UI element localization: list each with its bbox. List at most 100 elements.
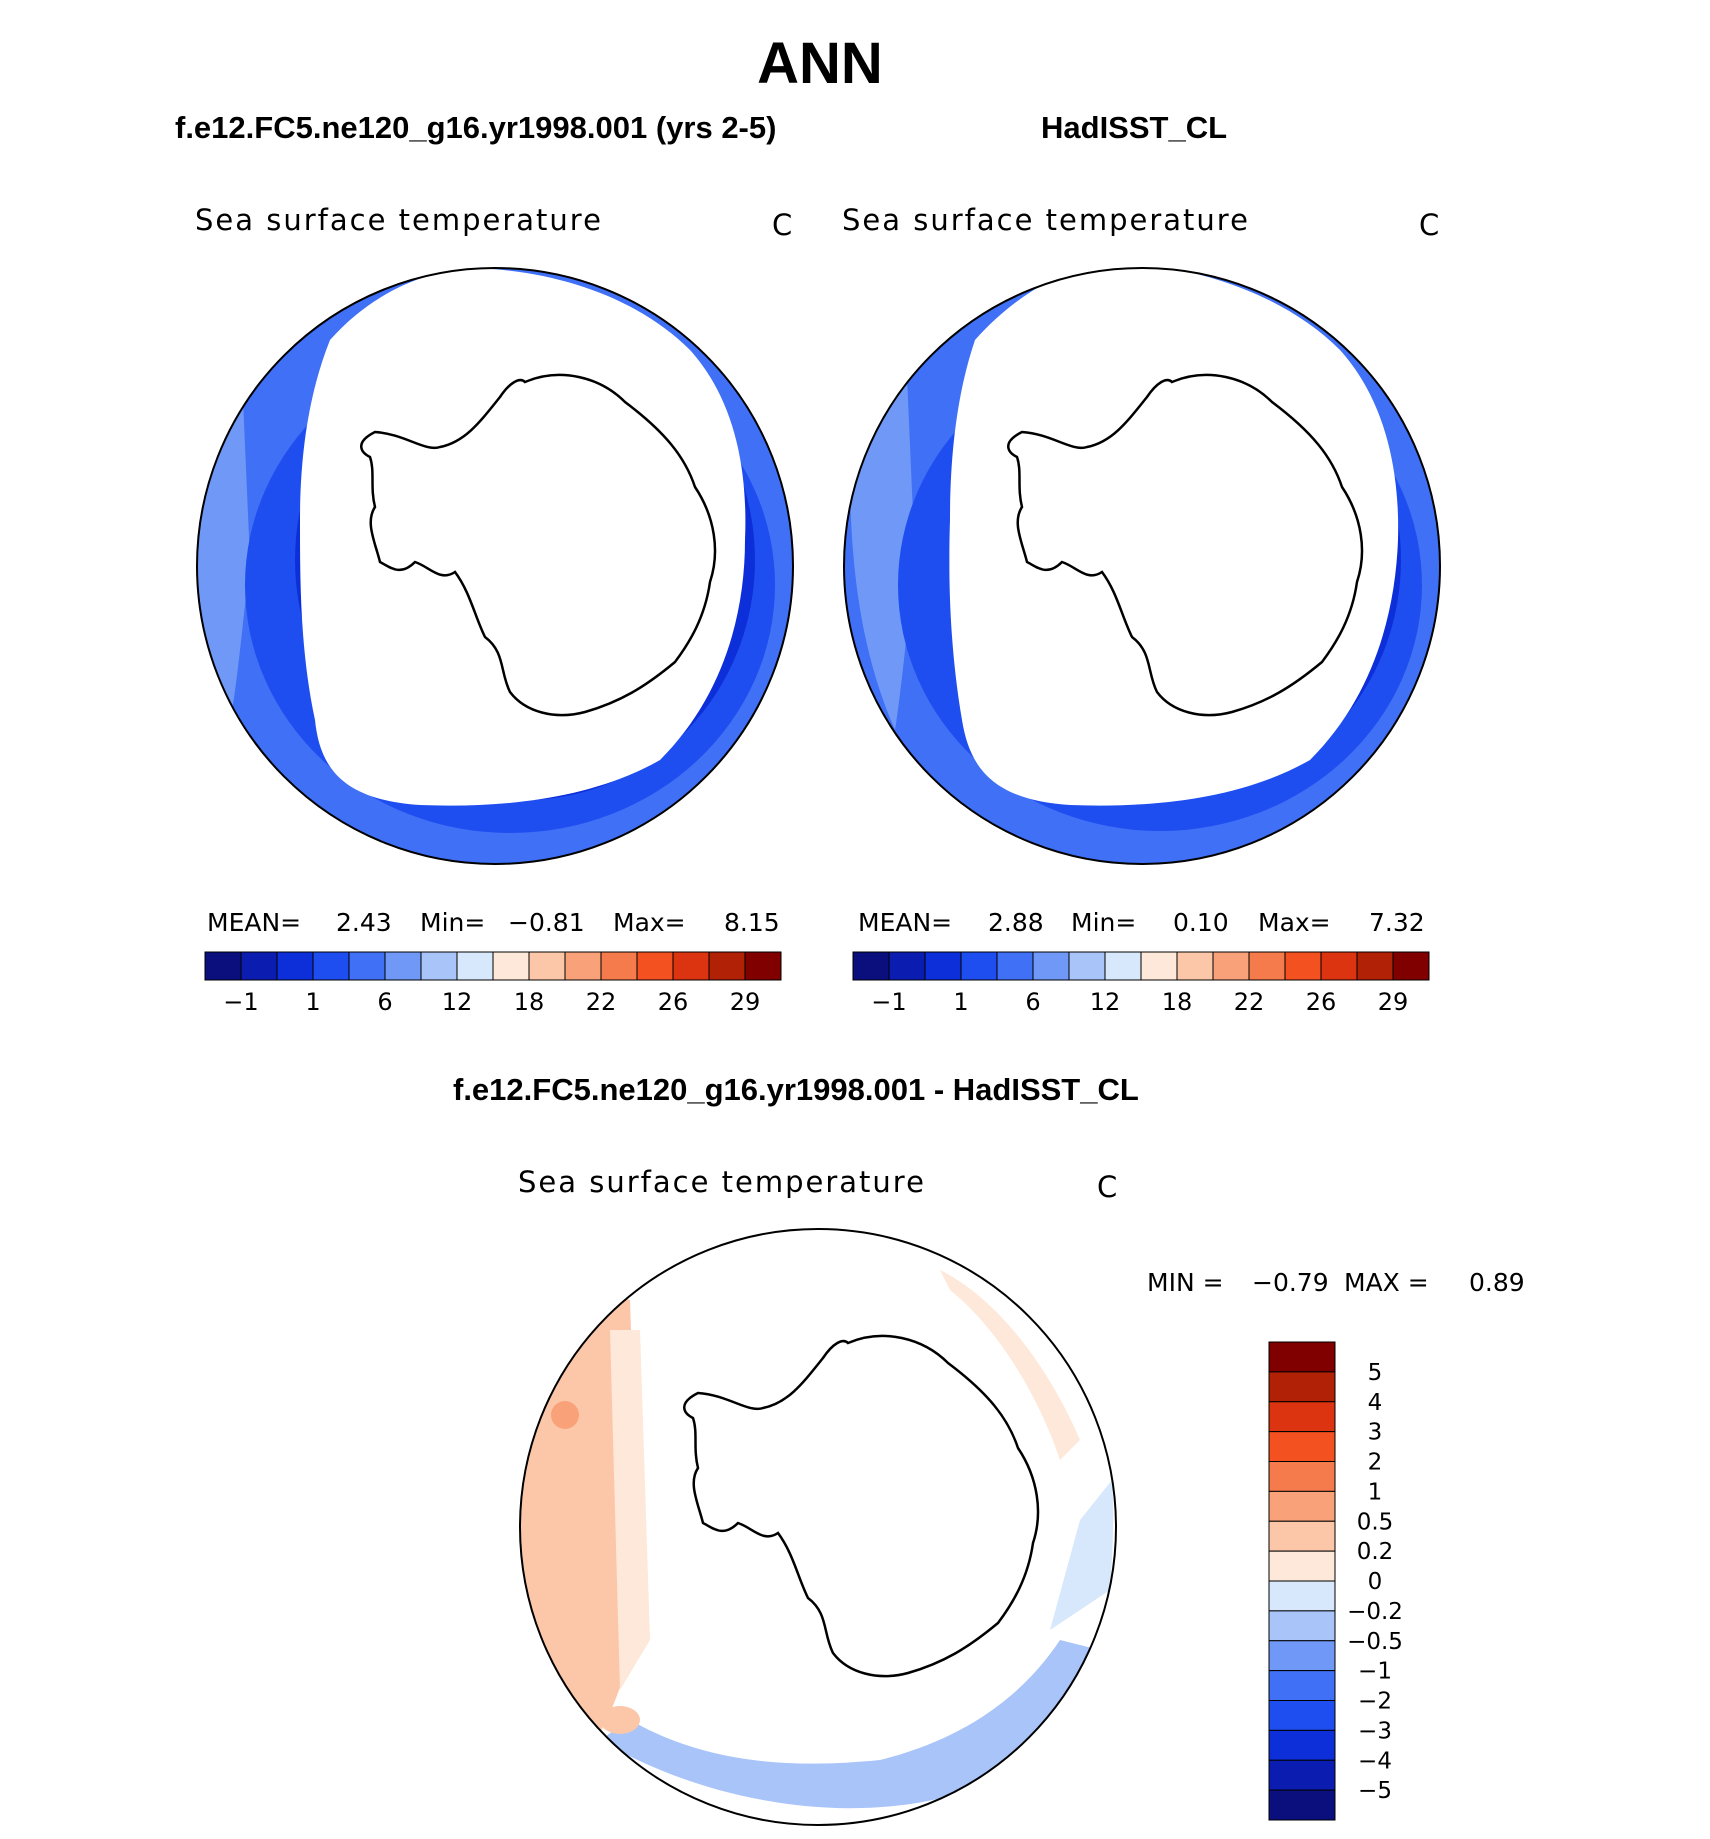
model-colorbar-swatch-15: [744, 951, 782, 981]
diff-colorbar-swatch-3: [1268, 1431, 1336, 1462]
obs-mean-label: MEAN=: [858, 908, 953, 937]
model-colorbar-tick-label: 1: [305, 988, 320, 1016]
diff-colorbar: 5 4 3 2 1 0.5 0.2 0 −0.2 −0.5 −1 −2 −3 −4 −5: [1268, 1341, 1403, 1821]
obs-colorbar-tick-label: 6: [1025, 988, 1040, 1016]
model-colorbar-tick-label: 29: [730, 988, 761, 1016]
model-map: [196, 267, 794, 865]
obs-colorbar-swatch-14: [1356, 951, 1394, 981]
model-colorbar-swatch-14: [708, 951, 746, 981]
model-min-label: Min=: [420, 908, 486, 937]
obs-colorbar-swatch-10: [1212, 951, 1250, 981]
diff-colorbar-tick-label: −1: [1358, 1659, 1392, 1685]
diff-colorbar-swatch-4: [1268, 1461, 1336, 1492]
model-colorbar-swatch-4: [348, 951, 386, 981]
model-colorbar-swatch-2: [276, 951, 314, 981]
obs-mean-value: 2.88: [988, 908, 1044, 937]
model-colorbar-swatch-9: [528, 951, 566, 981]
model-colorbar-swatch-1: [240, 951, 278, 981]
model-colorbar-swatch-8: [492, 951, 530, 981]
obs-colorbar-swatch-1: [888, 951, 926, 981]
diff-max-label: MAX =: [1344, 1268, 1429, 1297]
obs-colorbar-tick-label: 12: [1090, 988, 1121, 1016]
model-mean-label: MEAN=: [207, 908, 302, 937]
obs-colorbar-swatch-4: [996, 951, 1034, 981]
model-max-label: Max=: [613, 908, 686, 937]
diff-colorbar-tick-label: 1: [1368, 1479, 1383, 1505]
model-colorbar-swatch-6: [420, 951, 458, 981]
obs-colorbar-swatch-8: [1140, 951, 1178, 981]
diff-colorbar-swatch-2: [1268, 1401, 1336, 1433]
diff-min-label: MIN =: [1147, 1268, 1224, 1297]
diff-colorbar-tick-label: −0.5: [1347, 1629, 1403, 1655]
diff-colorbar-tick-label: 0.2: [1357, 1539, 1394, 1565]
obs-colorbar-swatch-15: [1392, 951, 1430, 981]
model-colorbar-swatch-5: [384, 951, 422, 981]
model-max-value: 8.15: [724, 908, 780, 937]
diff-colorbar-swatch-14: [1268, 1759, 1336, 1791]
diff-colorbar-tick-label: 3: [1368, 1420, 1383, 1446]
diff-colorbar-tick-label: 0.5: [1357, 1509, 1394, 1535]
obs-colorbar-tick-label: 29: [1378, 988, 1409, 1016]
diff-max-value: 0.89: [1469, 1268, 1525, 1297]
diff-colorbar-tick-label: −2: [1358, 1689, 1392, 1715]
obs-units-label: C: [1419, 208, 1440, 242]
diff-case-title: f.e12.FC5.ne120_g16.yr1998.001 - HadISST…: [453, 1072, 1139, 1107]
model-units-label: C: [772, 208, 793, 242]
diff-colorbar-tick-label: 0: [1368, 1569, 1383, 1595]
obs-min-value: 0.10: [1173, 908, 1229, 937]
diff-colorbar-swatch-10: [1268, 1640, 1336, 1672]
diff-min-value: −0.79: [1252, 1268, 1329, 1297]
model-case-title: f.e12.FC5.ne120_g16.yr1998.001 (yrs 2-5): [175, 110, 777, 145]
obs-min-label: Min=: [1071, 908, 1137, 937]
obs-colorbar: −1 1 6 12 18 22 26 29: [852, 951, 1430, 1016]
diff-warm-spot-south: [600, 1706, 640, 1734]
obs-colorbar-swatch-7: [1104, 951, 1142, 981]
diff-variable-label: Sea surface temperature: [518, 1165, 926, 1199]
obs-colorbar-swatch-13: [1320, 951, 1358, 981]
diff-colorbar-swatch-8: [1268, 1580, 1336, 1612]
figure-title: ANN: [757, 31, 883, 96]
diff-colorbar-swatch-13: [1268, 1729, 1336, 1761]
diff-map: [519, 1228, 1117, 1826]
obs-max-label: Max=: [1258, 908, 1331, 937]
obs-colorbar-swatch-12: [1284, 951, 1322, 981]
diff-colorbar-swatch-5: [1268, 1490, 1336, 1522]
model-colorbar-swatch-3: [312, 951, 350, 981]
model-colorbar-tick-label: 26: [658, 988, 689, 1016]
diff-colorbar-swatch-15: [1268, 1789, 1336, 1821]
model-colorbar-tick-label: 12: [442, 988, 473, 1016]
obs-map: [843, 267, 1441, 865]
model-colorbar-swatch-10: [564, 951, 602, 981]
diff-weak-negative-east: [1050, 1480, 1114, 1630]
model-ice-white: [300, 268, 746, 806]
obs-colorbar-tick-label: 1: [953, 988, 968, 1016]
diff-colorbar-tick-label: −5: [1358, 1778, 1392, 1804]
obs-ice-white: [949, 268, 1399, 806]
model-mean-value: 2.43: [336, 908, 392, 937]
model-colorbar-swatch-11: [600, 951, 638, 981]
model-colorbar-tick-label: −1: [223, 988, 258, 1016]
diff-colorbar-swatch-11: [1268, 1670, 1336, 1701]
diff-colorbar-tick-label: −3: [1358, 1718, 1392, 1744]
diff-colorbar-tick-label: −0.2: [1347, 1599, 1403, 1625]
model-colorbar: −1 1 6 12 18 22 26 29: [204, 951, 782, 1016]
diff-colorbar-tick-label: 2: [1368, 1450, 1383, 1476]
diff-positive-northeast: [940, 1270, 1080, 1460]
model-colorbar-tick-label: 6: [377, 988, 392, 1016]
diff-colorbar-swatch-12: [1268, 1700, 1336, 1731]
model-colorbar-tick-label: 22: [586, 988, 617, 1016]
diff-colorbar-tick-label: 4: [1368, 1390, 1383, 1416]
diff-positive-west: [520, 1290, 640, 1760]
model-min-value: −0.81: [508, 908, 585, 937]
obs-colorbar-tick-label: 18: [1162, 988, 1193, 1016]
obs-colorbar-tick-label: −1: [871, 988, 906, 1016]
obs-colorbar-swatch-0: [852, 951, 890, 981]
diff-colorbar-swatch-9: [1268, 1610, 1336, 1642]
diff-colorbar-tick-label: 5: [1368, 1360, 1383, 1386]
diff-colorbar-swatch-0: [1268, 1341, 1336, 1373]
diff-negative-south: [600, 1640, 1100, 1809]
model-variable-label: Sea surface temperature: [195, 203, 603, 237]
obs-colorbar-swatch-2: [924, 951, 962, 981]
obs-variable-label: Sea surface temperature: [842, 203, 1250, 237]
